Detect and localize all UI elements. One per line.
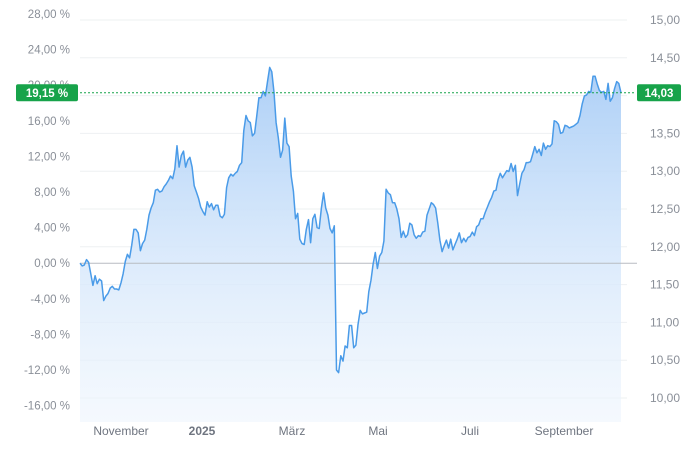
current-percent-badge-bg [16, 84, 78, 102]
y-axis-left: 28,00 %24,00 %20,00 %16,00 %12,00 %8,00 … [24, 9, 70, 413]
y-left-tick-label: 4,00 % [34, 223, 70, 235]
series-line [79, 66, 622, 374]
current-value-badges: 19,15 % 14,03 [16, 84, 681, 102]
y-left-tick-label: -16,00 % [24, 401, 70, 413]
x-tick-label: März [279, 424, 306, 438]
current-percent-badge: 19,15 % [16, 84, 78, 102]
area-path [80, 67, 621, 423]
x-tick-label: Mai [368, 424, 387, 438]
y-left-tick-label: -4,00 % [30, 294, 70, 306]
current-price-label: 14,03 [645, 88, 674, 100]
y-left-tick-label: -8,00 % [30, 329, 70, 341]
x-tick-label: November [93, 424, 148, 438]
y-left-tick-label: -12,00 % [24, 365, 70, 377]
x-tick-label: Juli [461, 424, 479, 438]
y-right-tick-label: 10,50 [650, 353, 680, 367]
y-left-tick-label: 16,00 % [28, 116, 70, 128]
y-left-tick-label: 12,00 % [28, 151, 70, 163]
x-axis: November 2025 März Mai Juli September [93, 424, 593, 438]
y-left-tick-label: 24,00 % [28, 45, 70, 57]
current-price-badge: 14,03 [637, 84, 681, 102]
current-price-badge-bg [637, 84, 681, 102]
price-line [79, 66, 622, 374]
y-left-tick-label: 28,00 % [28, 9, 70, 21]
area-fill [80, 67, 621, 423]
y-right-tick-label: 12,50 [650, 202, 680, 216]
y-left-tick-label: 8,00 % [34, 187, 70, 199]
y-right-tick-label: 13,00 [650, 164, 680, 178]
y-left-tick-label: 0,00 % [34, 258, 70, 270]
y-right-tick-label: 15,00 [650, 13, 680, 27]
y-axis-right: 15,0014,5014,0013,5013,0012,5012,0011,50… [650, 13, 680, 405]
y-right-tick-label: 11,50 [650, 278, 679, 292]
x-tick-label: 2025 [189, 424, 216, 438]
y-right-tick-label: 11,00 [650, 315, 679, 329]
y-right-tick-label: 14,50 [650, 51, 680, 65]
y-right-tick-label: 12,00 [650, 240, 680, 254]
y-right-tick-label: 10,00 [650, 391, 680, 405]
current-percent-label: 19,15 % [26, 88, 68, 100]
x-tick-label: September [535, 424, 594, 438]
y-right-tick-label: 13,50 [650, 126, 680, 140]
